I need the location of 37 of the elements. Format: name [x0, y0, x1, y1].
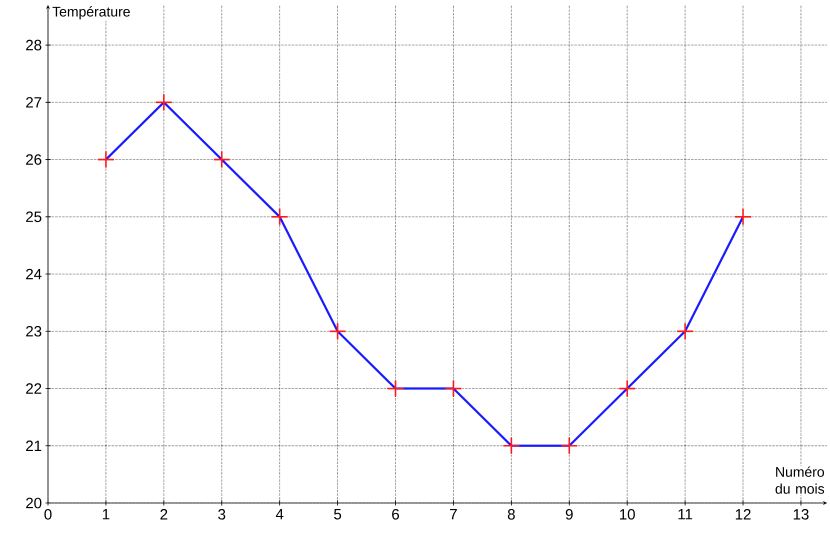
point	[444, 380, 462, 398]
x-tick-label: 10	[620, 509, 635, 520]
x-tick-label: 6	[392, 509, 400, 520]
x-tick-label: 4	[276, 509, 284, 520]
y-axis-title: Température	[52, 6, 130, 20]
y-tick-label: 25	[26, 212, 42, 222]
point	[155, 94, 173, 112]
x-tick-label: 13	[794, 509, 809, 520]
y-tick-label: 27	[26, 97, 42, 108]
point	[328, 322, 346, 340]
point	[618, 380, 636, 398]
y-tick-label: 24	[26, 268, 42, 280]
x-tick-label: 9	[566, 509, 573, 520]
point	[97, 150, 115, 168]
x-tick-label: 8	[508, 509, 515, 520]
point	[676, 322, 694, 340]
point	[212, 150, 231, 168]
x-tick-label: 1	[102, 509, 110, 520]
point	[734, 208, 752, 226]
y-tick-label: 20	[26, 498, 42, 508]
x-tick-label: 11	[678, 509, 692, 520]
x-axis-title: Numéro du mois	[776, 466, 824, 494]
point	[502, 436, 520, 455]
y-tick-label: 23	[26, 326, 42, 337]
x-tick-label: 0	[44, 509, 52, 520]
y-tick-label: 22	[26, 383, 42, 394]
x-tick-label: 2	[160, 509, 168, 520]
x-tick-label: 7	[450, 509, 457, 520]
point	[560, 436, 578, 455]
point	[386, 380, 404, 398]
y-tick-label: 26	[26, 154, 42, 165]
point	[270, 208, 288, 226]
y-tick-label: 28	[26, 40, 42, 50]
x-tick-label: 5	[334, 509, 342, 520]
y-tick-label: 21	[26, 440, 42, 451]
x-tick-label: 12	[736, 509, 751, 520]
x-tick-label: 3	[218, 509, 226, 520]
